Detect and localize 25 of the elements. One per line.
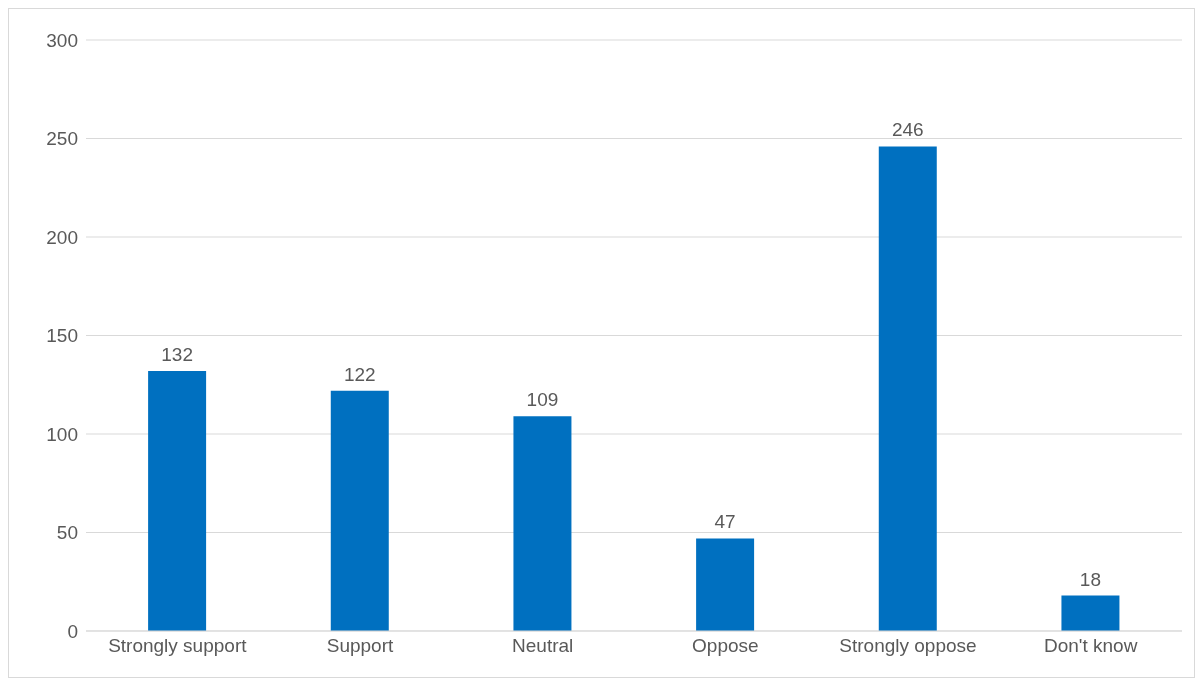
y-tick-label: 300 (46, 29, 78, 51)
x-tick-label: Support (326, 635, 394, 657)
bar (330, 390, 389, 631)
data-label: 246 (891, 119, 924, 141)
y-tick-label: 50 (56, 522, 78, 544)
x-tick-label: Don't know (1043, 635, 1138, 657)
data-label: 132 (161, 343, 193, 365)
bar (148, 370, 207, 631)
data-label: 122 (343, 363, 376, 385)
x-tick-label: Strongly oppose (839, 635, 977, 657)
bar (513, 416, 572, 631)
data-label: 18 (1079, 568, 1102, 590)
y-tick-label: 250 (46, 128, 78, 150)
x-tick-label: Oppose (692, 635, 759, 657)
data-label: 109 (526, 389, 559, 411)
x-tick-label: Neutral (512, 635, 574, 657)
bar (878, 146, 937, 631)
bar (696, 538, 755, 631)
data-label: 47 (714, 511, 736, 533)
y-tick-label: 0 (67, 620, 78, 642)
bar (1061, 595, 1120, 631)
y-tick-label: 150 (46, 325, 78, 347)
x-tick-label: Strongly support (108, 635, 248, 657)
y-tick-label: 100 (46, 423, 78, 445)
y-tick-label: 200 (46, 226, 78, 248)
